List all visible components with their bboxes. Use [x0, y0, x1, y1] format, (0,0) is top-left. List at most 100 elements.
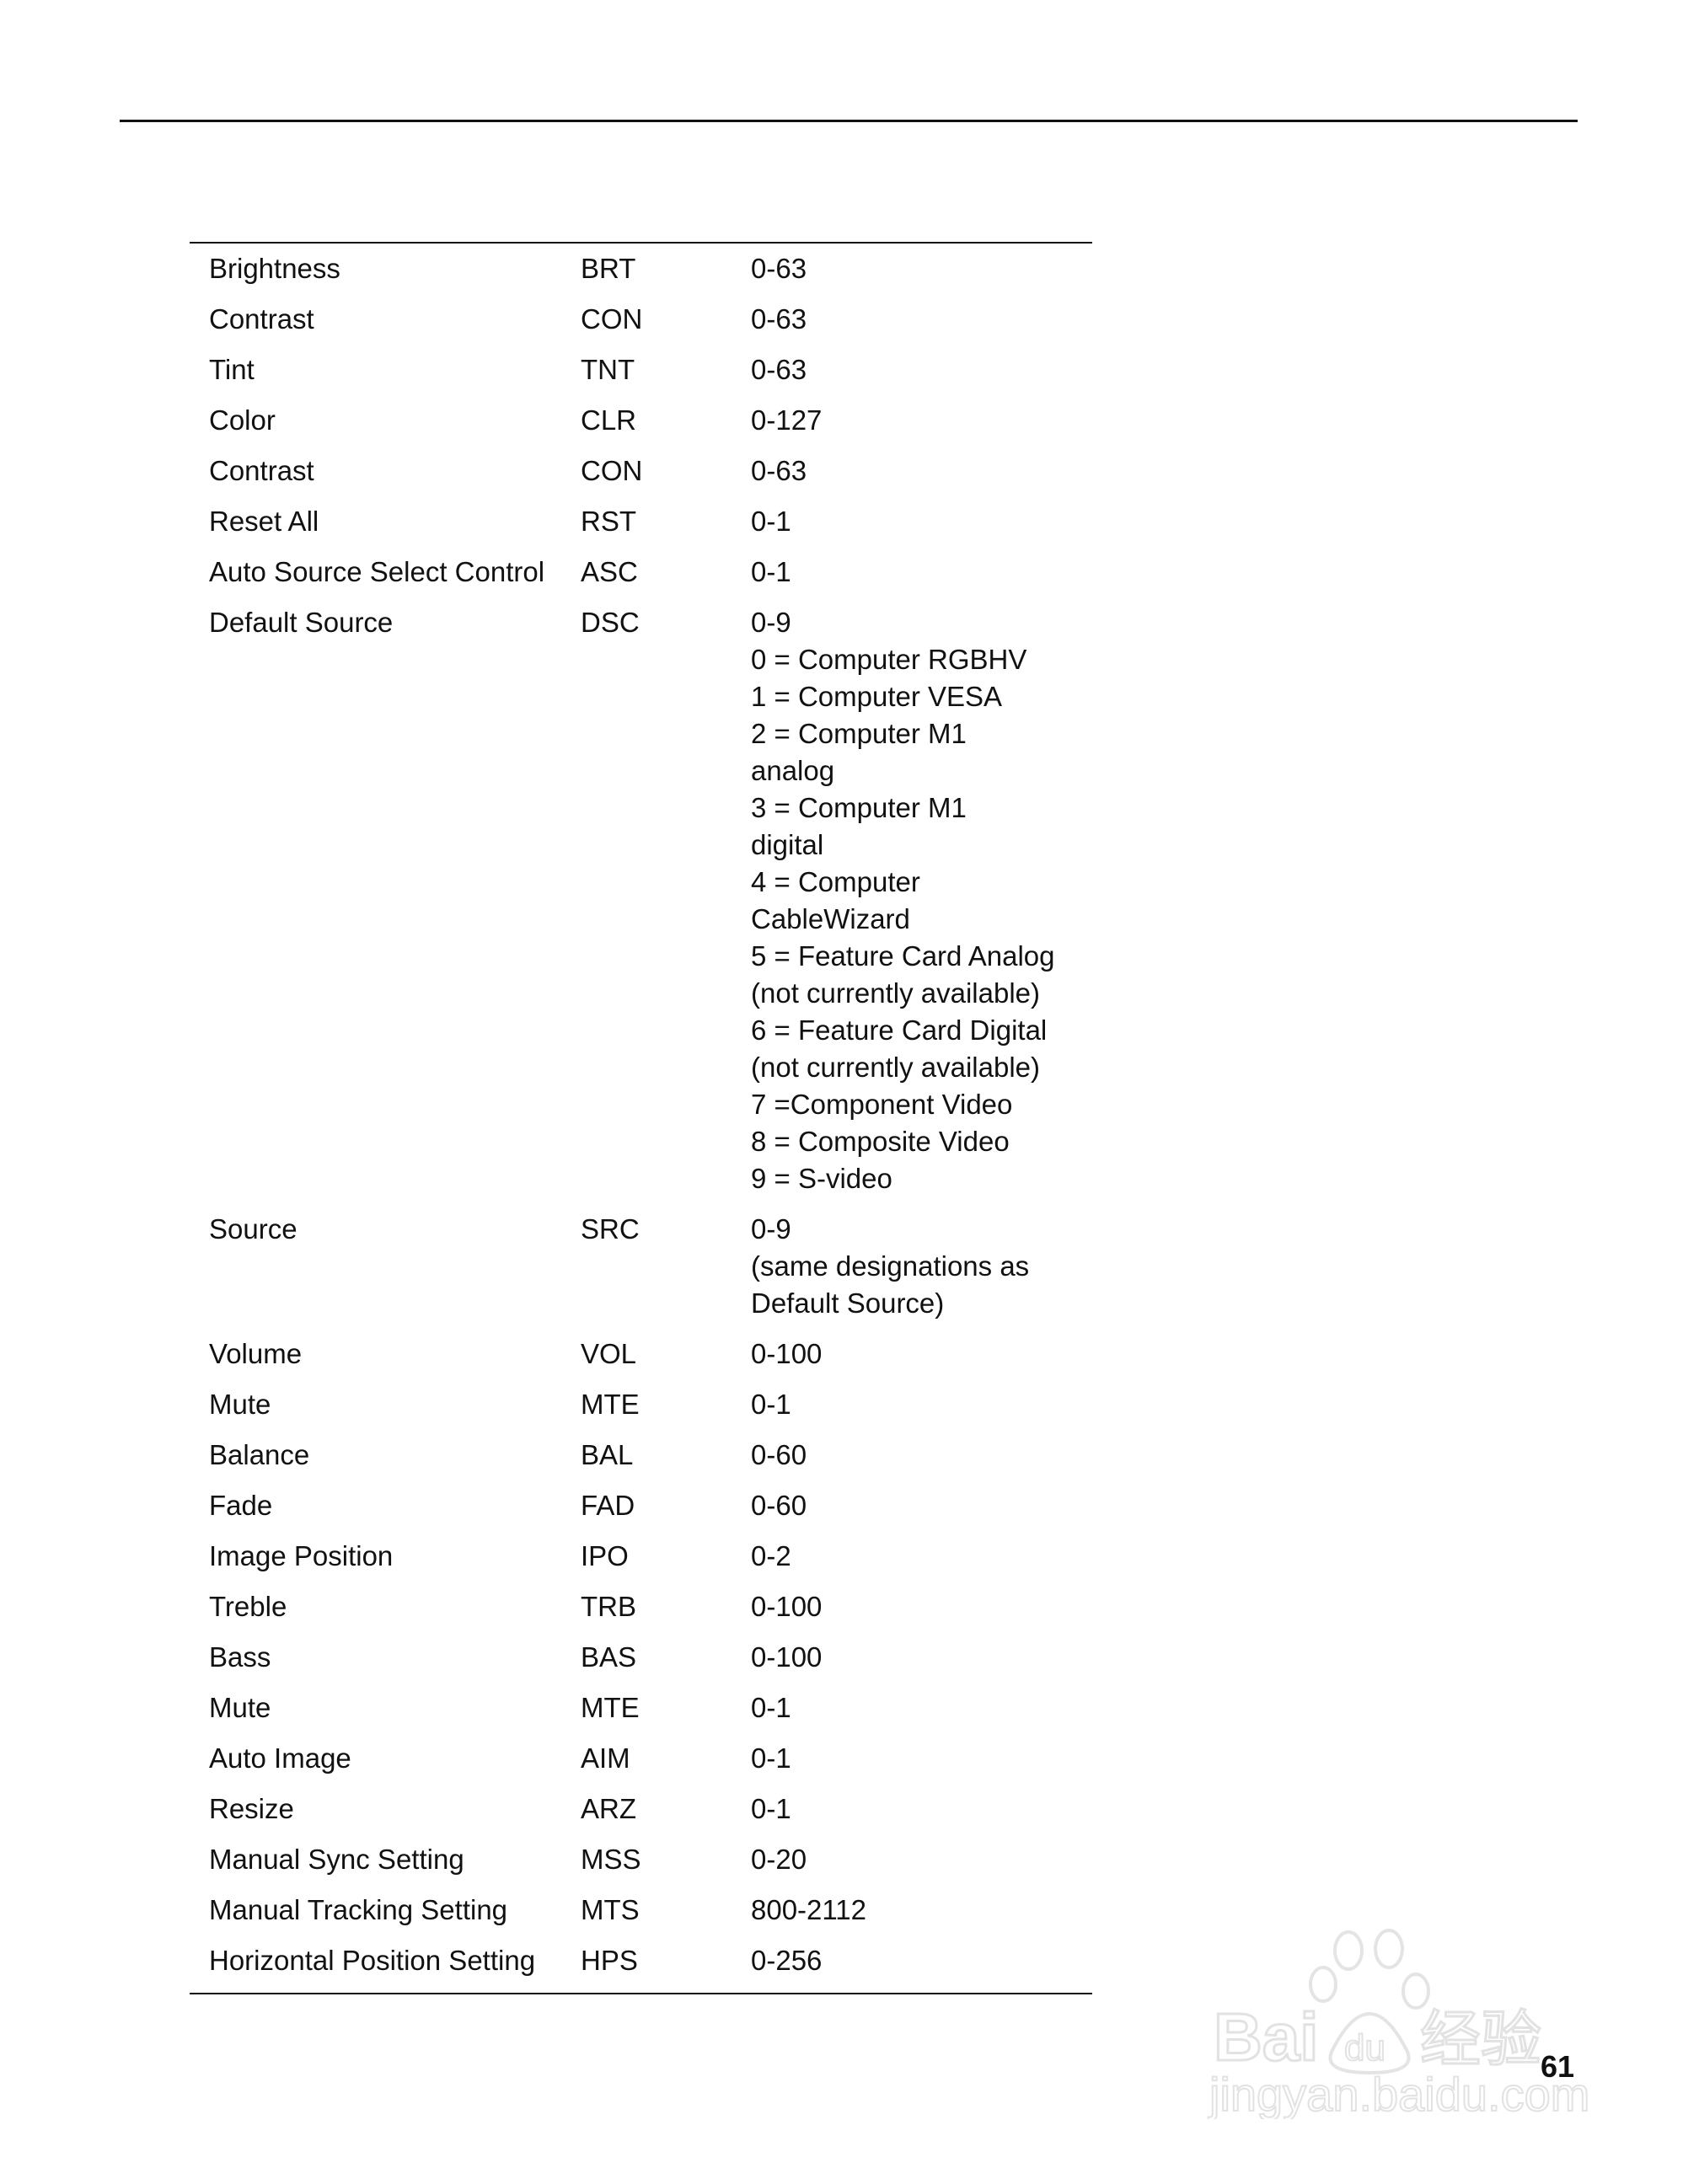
value-line: 4 = Computer	[751, 866, 920, 897]
table-row: Auto Source Select Control ASC 0-1	[190, 554, 1092, 604]
value-line: analog	[751, 755, 835, 786]
value-line: 0-1	[751, 1793, 791, 1824]
value-range: 0-1	[751, 554, 1092, 591]
value-range: 0-100	[751, 1336, 1092, 1373]
value-line: 7 =Component Video	[751, 1089, 1013, 1120]
value-line: 8 = Composite Video	[751, 1126, 1010, 1157]
command-code: ARZ	[581, 1793, 636, 1824]
value-range: 0-9 0 = Computer RGBHV 1 = Computer VESA 2 …	[751, 604, 1092, 1197]
setting-name: Fade	[209, 1490, 273, 1521]
value-line: 0-60	[751, 1490, 807, 1521]
value-range: 0-1	[751, 1791, 1092, 1828]
setting-name: Auto Image	[209, 1742, 351, 1774]
command-code: MTE	[581, 1692, 640, 1723]
table-row: Manual Tracking Setting MTS 800-2112	[190, 1892, 1092, 1942]
header-rule	[120, 120, 1578, 122]
value-line: 2 = Computer M1	[751, 718, 967, 749]
setting-name: Brightness	[209, 253, 340, 284]
value-range: 0-60	[751, 1437, 1092, 1474]
setting-name: Treble	[209, 1591, 287, 1622]
table-row: Treble TRB 0-100	[190, 1588, 1092, 1639]
setting-name: Manual Tracking Setting	[209, 1894, 508, 1925]
value-range: 0-1	[751, 1740, 1092, 1777]
value-range: 0-1	[751, 1386, 1092, 1423]
table-row: Bass BAS 0-100	[190, 1639, 1092, 1689]
value-range: 0-60	[751, 1487, 1092, 1524]
command-code: BAL	[581, 1439, 634, 1470]
table-row: Mute MTE 0-1	[190, 1386, 1092, 1437]
command-code: MTE	[581, 1389, 640, 1420]
setting-name: Volume	[209, 1338, 303, 1369]
setting-name: Balance	[209, 1439, 310, 1470]
value-range: 0-2	[751, 1538, 1092, 1575]
value-line: 5 = Feature Card Analog	[751, 940, 1055, 972]
command-code: CLR	[581, 404, 637, 436]
command-code: TRB	[581, 1591, 636, 1622]
value-range: 0-9 (same designations as Default Source)	[751, 1211, 1092, 1322]
value-line: 0-63	[751, 354, 807, 385]
command-code: IPO	[581, 1540, 629, 1571]
command-code: VOL	[581, 1338, 637, 1369]
value-line: 0-2	[751, 1540, 791, 1571]
command-table: Brightness BRT 0-63 Contrast CON 0-63 Tint TNT 0…	[190, 242, 1092, 1994]
value-range: 0-100	[751, 1588, 1092, 1625]
value-line: 0 = Computer RGBHV	[751, 644, 1027, 675]
value-line: 0-60	[751, 1439, 807, 1470]
command-code: MTS	[581, 1894, 640, 1925]
command-code: RST	[581, 506, 636, 537]
table-row: Contrast CON 0-63	[190, 452, 1092, 503]
value-range: 0-1	[751, 503, 1092, 540]
svg-text:du: du	[1344, 2027, 1385, 2069]
command-code: BRT	[581, 253, 636, 284]
value-range: 0-100	[751, 1639, 1092, 1676]
command-code: CON	[581, 455, 643, 486]
value-line: 0-1	[751, 506, 791, 537]
value-line: CableWizard	[751, 903, 910, 934]
value-line: 0-127	[751, 404, 823, 436]
value-line: 0-9	[751, 1213, 791, 1245]
table-row: Mute MTE 0-1	[190, 1689, 1092, 1740]
table-row: Fade FAD 0-60	[190, 1487, 1092, 1538]
command-code: TNT	[581, 354, 635, 385]
table-row: Contrast CON 0-63	[190, 301, 1092, 351]
table-row: Volume VOL 0-100	[190, 1336, 1092, 1386]
setting-name: Image Position	[209, 1540, 394, 1571]
table-row: Balance BAL 0-60	[190, 1437, 1092, 1487]
value-line: 0-1	[751, 556, 791, 587]
value-line: 0-20	[751, 1844, 807, 1875]
value-line: 9 = S-video	[751, 1163, 892, 1194]
value-range: 0-20	[751, 1841, 1092, 1878]
command-code: AIM	[581, 1742, 630, 1774]
setting-name: Horizontal Position Setting	[209, 1945, 536, 1976]
table-row: Reset All RST 0-1	[190, 503, 1092, 554]
value-line: 3 = Computer M1	[751, 792, 967, 823]
command-code: DSC	[581, 607, 640, 638]
setting-name: Reset All	[209, 506, 319, 537]
value-line: 0-1	[751, 1389, 791, 1420]
command-code: FAD	[581, 1490, 635, 1521]
command-code: CON	[581, 303, 643, 335]
value-line: 0-100	[751, 1591, 823, 1622]
value-line: 0-256	[751, 1945, 823, 1976]
table-row: Horizontal Position Setting HPS 0-256	[190, 1942, 1092, 1993]
value-line: 0-9	[751, 607, 791, 638]
value-range: 0-127	[751, 402, 1092, 439]
setting-name: Bass	[209, 1641, 271, 1673]
table-row: Image Position IPO 0-2	[190, 1538, 1092, 1588]
value-line: 0-100	[751, 1338, 823, 1369]
table-row: Color CLR 0-127	[190, 402, 1092, 452]
setting-name: Mute	[209, 1692, 271, 1723]
value-line: Default Source)	[751, 1287, 945, 1319]
value-line: 6 = Feature Card Digital	[751, 1014, 1048, 1046]
value-line: (not currently available)	[751, 977, 1040, 1009]
value-line: (not currently available)	[751, 1052, 1040, 1083]
table-row: Tint TNT 0-63	[190, 351, 1092, 402]
setting-name: Mute	[209, 1389, 271, 1420]
value-line: 0-63	[751, 303, 807, 335]
setting-name: Resize	[209, 1793, 294, 1824]
value-range: 0-63	[751, 301, 1092, 338]
command-code: HPS	[581, 1945, 638, 1976]
value-line: 0-63	[751, 455, 807, 486]
setting-name: Source	[209, 1213, 297, 1245]
table-row: Resize ARZ 0-1	[190, 1791, 1092, 1841]
